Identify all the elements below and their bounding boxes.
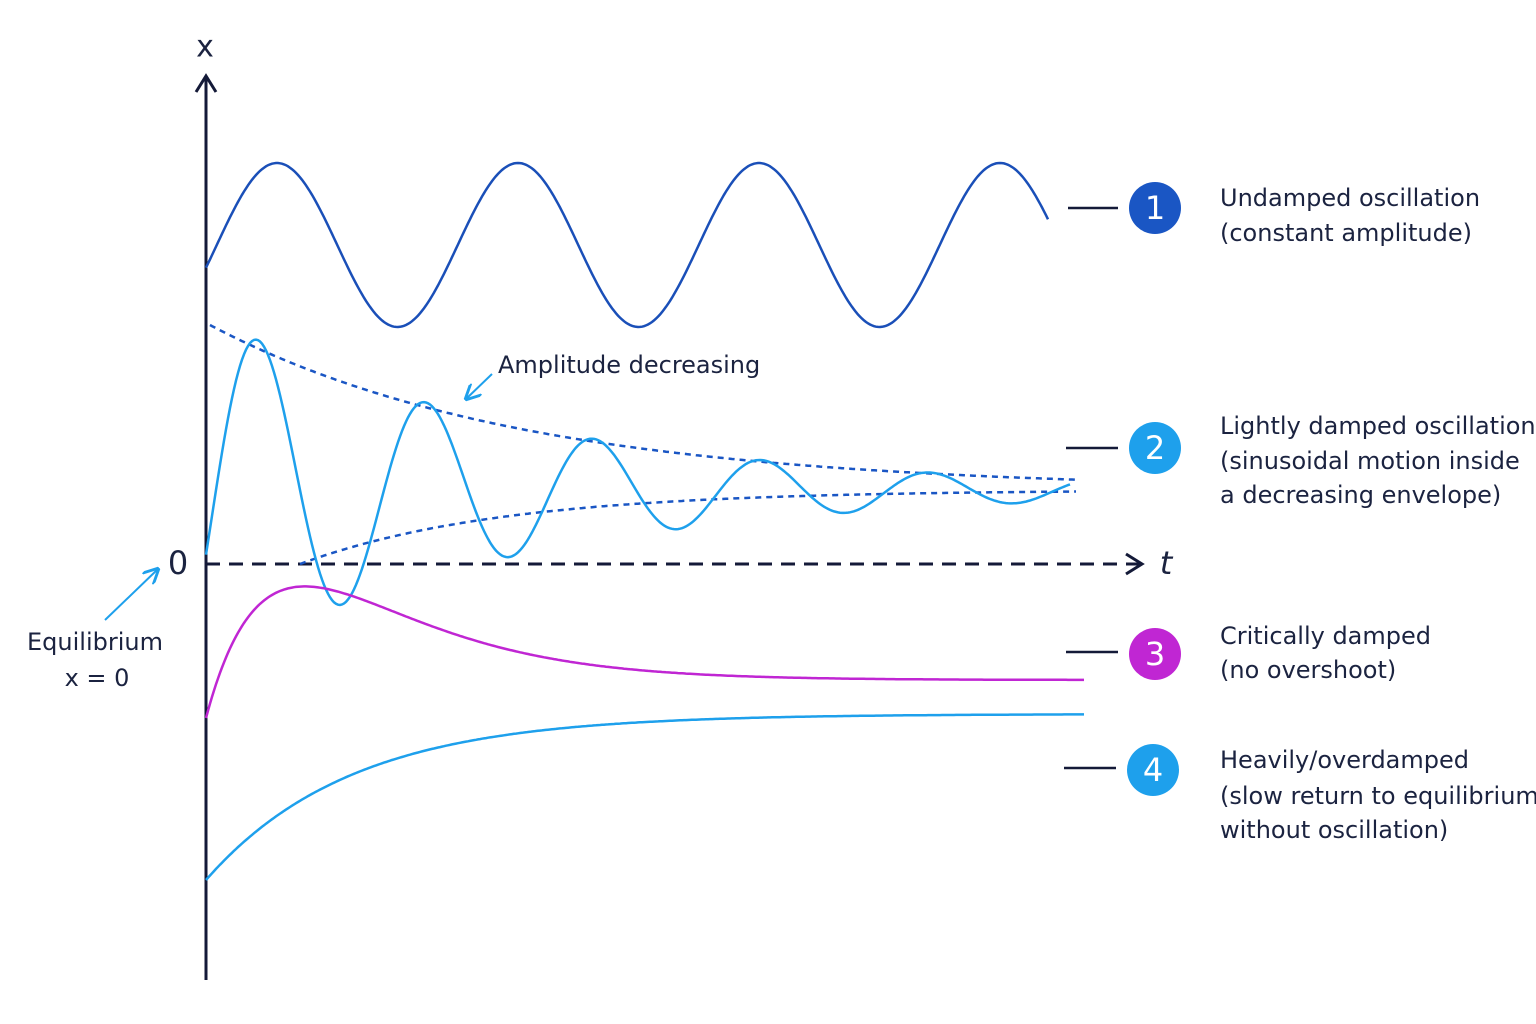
legend-text: (sinusoidal motion inside — [1220, 447, 1520, 475]
legend-badge — [1129, 422, 1181, 474]
legend-number: 2 — [1145, 429, 1165, 467]
x-axis-label: t — [1160, 544, 1174, 582]
equilibrium-label: Equilibrium — [27, 628, 163, 656]
envelope-upper — [209, 323, 1077, 481]
overdamped-curve — [205, 713, 1084, 881]
x-axis-arrow — [1125, 552, 1145, 576]
legend-text: (constant amplitude) — [1220, 219, 1472, 247]
legend: 1 Undamped oscillation (constant amplitu… — [1064, 182, 1536, 844]
undamped-curve — [204, 161, 1050, 329]
legend-number: 4 — [1143, 751, 1163, 789]
y-axis-arrow — [194, 73, 218, 93]
legend-text: (no overshoot) — [1220, 656, 1396, 684]
legend-number: 1 — [1145, 189, 1165, 227]
critical-damped-curve — [204, 585, 1084, 719]
equilibrium-label: x = 0 — [65, 664, 130, 692]
zero-label: 0 — [168, 544, 188, 582]
annotation-arrow — [104, 569, 158, 621]
legend-badge — [1127, 744, 1179, 796]
light-damped-curve — [204, 338, 1071, 607]
legend-text: without oscillation) — [1220, 816, 1448, 844]
annotation-arrow — [466, 373, 493, 399]
legend-badge — [1129, 182, 1181, 234]
legend-number: 3 — [1145, 635, 1165, 673]
legend-badge — [1129, 628, 1181, 680]
legend-text: Heavily/overdamped — [1220, 746, 1469, 774]
amplitude-annotation: Amplitude decreasing — [498, 351, 760, 379]
legend-text: (slow return to equilibrium — [1220, 782, 1536, 810]
y-axis-label: x — [196, 30, 214, 65]
legend-text: Lightly damped oscillation — [1220, 412, 1536, 440]
legend-text: a decreasing envelope) — [1220, 481, 1501, 509]
legend-text: Critically damped — [1220, 622, 1431, 650]
legend-text: Undamped oscillation — [1220, 184, 1480, 212]
envelope-lower — [299, 490, 1076, 566]
